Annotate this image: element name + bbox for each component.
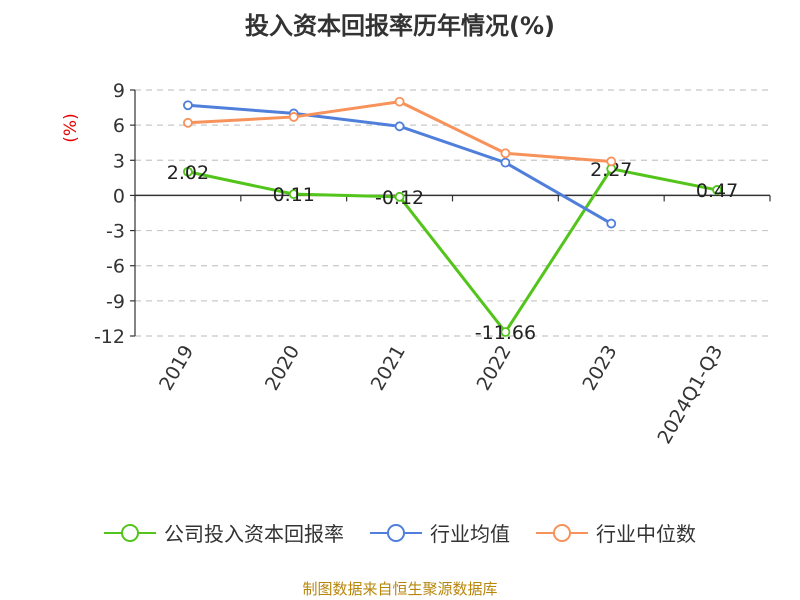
- data-label: 0.11: [273, 184, 315, 206]
- data-point: [394, 191, 405, 202]
- legend-line-icon: [104, 523, 156, 542]
- legend-label: 行业中位数: [596, 522, 696, 546]
- data-point: [500, 327, 511, 337]
- data-point: [394, 96, 405, 107]
- data-label: 2.27: [590, 159, 632, 181]
- x-tick-label: 2019: [155, 342, 198, 395]
- y-tick-label: 0: [113, 185, 125, 207]
- data-point: [500, 157, 511, 168]
- legend-item-company[interactable]: 公司投入资本回报率: [104, 518, 344, 547]
- series-line: [187, 167, 718, 335]
- data-point: [183, 117, 193, 128]
- y-tick-label: 6: [113, 115, 125, 137]
- y-tick-label: 9: [113, 80, 125, 102]
- data-label: 2.02: [167, 162, 209, 184]
- data-label: 0.47: [696, 180, 738, 202]
- data-point: [183, 100, 193, 111]
- legend: 公司投入资本回报率 行业均值 行业中位数: [0, 518, 800, 547]
- legend-item-industry-mean[interactable]: 行业均值: [370, 518, 510, 547]
- data-point: [183, 166, 193, 177]
- data-label: -0.12: [375, 187, 424, 209]
- y-axis-unit-label: (%): [61, 113, 81, 142]
- y-tick-label: -6: [106, 256, 125, 278]
- legend-label: 公司投入资本回报率: [164, 522, 344, 546]
- y-tick-label: -9: [106, 291, 125, 313]
- x-tick-label: 2024Q1-Q3: [653, 342, 727, 448]
- legend-line-icon: [370, 523, 422, 542]
- chart-title: 投入资本回报率历年情况(%): [245, 12, 555, 40]
- x-tick-label: 2021: [367, 342, 410, 395]
- y-tick-label: -12: [94, 326, 125, 348]
- x-tick-label: 2023: [578, 342, 621, 395]
- legend-line-icon: [536, 523, 588, 542]
- x-tick-label: 2020: [261, 342, 304, 395]
- data-point: [606, 218, 617, 229]
- data-label: -11.66: [475, 322, 536, 344]
- legend-label: 行业均值: [430, 522, 510, 546]
- source-note: 制图数据来自恒生聚源数据库: [302, 580, 498, 598]
- data-point: [288, 112, 299, 122]
- data-point: [606, 156, 617, 167]
- data-point: [394, 121, 405, 132]
- legend-item-industry-median[interactable]: 行业中位数: [536, 518, 696, 547]
- data-point: [500, 148, 511, 159]
- x-tick-label: 2022: [473, 342, 516, 395]
- y-tick-label: 3: [113, 150, 125, 172]
- data-point: [288, 189, 299, 200]
- y-tick-label: -3: [106, 221, 125, 243]
- data-point: [712, 185, 722, 195]
